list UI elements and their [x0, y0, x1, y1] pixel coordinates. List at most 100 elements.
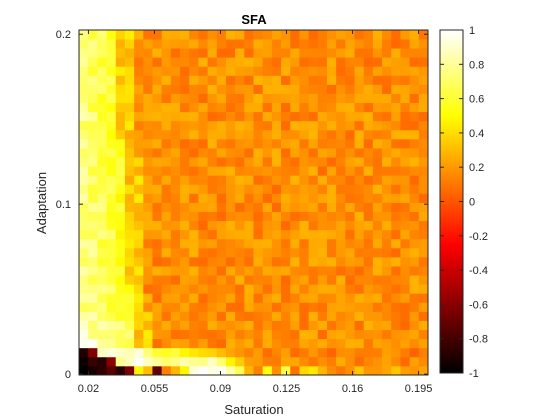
heatmap-cell: [382, 66, 392, 76]
heatmap-cell: [345, 57, 355, 67]
heatmap-cell: [207, 266, 218, 276]
heatmap-cell: [326, 284, 337, 294]
heatmap-cell: [216, 111, 227, 122]
heatmap-cell: [225, 211, 236, 222]
heatmap-cell: [225, 66, 236, 76]
heatmap-cell: [281, 111, 291, 122]
heatmap-cell: [382, 120, 392, 131]
heatmap-cell: [79, 129, 89, 140]
heatmap-cell: [372, 93, 383, 104]
heatmap-cell: [225, 347, 236, 358]
heatmap-cell: [271, 266, 282, 276]
heatmap-cell: [391, 175, 401, 185]
heatmap-cell: [391, 320, 401, 331]
heatmap-cell: [418, 66, 429, 76]
heatmap-cell: [299, 193, 309, 203]
heatmap-cell: [124, 93, 135, 104]
heatmap-cell: [354, 120, 365, 131]
heatmap-cell: [308, 175, 319, 185]
heatmap-cell: [134, 84, 144, 94]
heatmap-cell: [391, 75, 401, 85]
heatmap-cell: [97, 320, 107, 331]
heatmap-cell: [244, 30, 254, 40]
heatmap-cell: [97, 311, 107, 321]
heatmap-cell: [253, 48, 264, 58]
heatmap-cell: [143, 229, 153, 240]
heatmap-cell: [170, 184, 181, 194]
heatmap-cell: [207, 93, 218, 104]
heatmap-cell: [262, 302, 273, 312]
heatmap-cell: [354, 111, 365, 122]
heatmap-cell: [382, 311, 392, 321]
heatmap-cell: [308, 129, 319, 140]
heatmap-cell: [382, 266, 392, 276]
heatmap-cell: [124, 75, 135, 85]
heatmap-cell: [418, 57, 429, 67]
heatmap-cell: [152, 293, 163, 303]
heatmap-cell: [262, 220, 273, 231]
heatmap-cell: [216, 347, 227, 358]
heatmap-cell: [336, 175, 346, 185]
heatmap-cell: [253, 266, 264, 276]
heatmap-cell: [216, 184, 227, 194]
heatmap-cell: [88, 266, 98, 276]
heatmap-cell: [161, 311, 172, 321]
heatmap-cell: [216, 138, 227, 149]
heatmap-cell: [308, 138, 319, 149]
heatmap-cell: [180, 129, 190, 140]
heatmap-cell: [106, 302, 117, 312]
heatmap-cell: [281, 320, 291, 331]
heatmap-cell: [418, 320, 429, 331]
heatmap-cell: [115, 266, 126, 276]
heatmap-cell: [207, 148, 218, 158]
heatmap-cell: [418, 311, 429, 321]
heatmap-cell: [326, 211, 337, 222]
heatmap-cell: [106, 157, 117, 167]
heatmap-cell: [88, 347, 98, 358]
heatmap-cell: [216, 157, 227, 167]
heatmap-cell: [244, 365, 254, 376]
heatmap-cell: [336, 247, 346, 258]
heatmap-cell: [106, 211, 117, 222]
heatmap-cell: [354, 102, 365, 113]
heatmap-cell: [299, 211, 309, 222]
heatmap-cell: [115, 30, 126, 40]
heatmap-cell: [354, 229, 365, 240]
heatmap-cell: [143, 184, 153, 194]
heatmap-cell: [262, 247, 273, 258]
heatmap-cell: [235, 238, 245, 249]
heatmap-cell: [216, 229, 227, 240]
heatmap-cell: [235, 302, 245, 312]
heatmap-cell: [189, 138, 199, 149]
heatmap-cell: [363, 84, 374, 94]
heatmap-cell: [400, 356, 411, 367]
heatmap-cell: [400, 57, 411, 67]
heatmap-cell: [354, 57, 365, 67]
heatmap-cell: [235, 356, 245, 367]
heatmap-cell: [409, 184, 420, 194]
heatmap-cell: [382, 75, 392, 85]
heatmap-cell: [409, 175, 420, 185]
heatmap-cell: [262, 66, 273, 76]
heatmap-cell: [308, 148, 319, 158]
heatmap-cell: [317, 320, 328, 331]
heatmap-cell: [354, 75, 365, 85]
heatmap-cell: [97, 247, 107, 258]
heatmap-cell: [115, 365, 126, 376]
heatmap-cell: [152, 256, 163, 267]
colorbar-tick-label: 0.4: [469, 128, 484, 140]
heatmap-cell: [372, 157, 383, 167]
heatmap-cell: [115, 238, 126, 249]
heatmap-cell: [207, 138, 218, 149]
heatmap-cell: [207, 75, 218, 85]
heatmap-cell: [143, 48, 153, 58]
heatmap-cell: [88, 75, 98, 85]
heatmap-cell: [79, 347, 89, 358]
heatmap-cell: [134, 48, 144, 58]
heatmap-cell: [225, 48, 236, 58]
heatmap-cell: [88, 111, 98, 122]
heatmap-cell: [170, 75, 181, 85]
heatmap-cell: [152, 138, 163, 149]
heatmap-cell: [152, 347, 163, 358]
